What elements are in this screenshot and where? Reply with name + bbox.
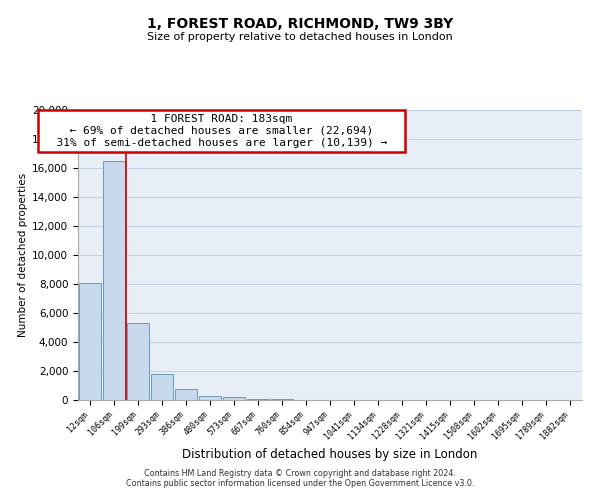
Text: 1 FOREST ROAD: 183sqm  
  ← 69% of detached houses are smaller (22,694)  
  31% : 1 FOREST ROAD: 183sqm ← 69% of detached … bbox=[43, 114, 401, 148]
Text: Contains HM Land Registry data © Crown copyright and database right 2024.: Contains HM Land Registry data © Crown c… bbox=[144, 468, 456, 477]
Bar bbox=[271, 398, 293, 400]
Bar bbox=[175, 389, 197, 400]
Text: 1, FOREST ROAD, RICHMOND, TW9 3BY: 1, FOREST ROAD, RICHMOND, TW9 3BY bbox=[147, 18, 453, 32]
Bar bbox=[247, 398, 269, 400]
Bar bbox=[103, 161, 125, 400]
X-axis label: Distribution of detached houses by size in London: Distribution of detached houses by size … bbox=[182, 448, 478, 461]
Text: Contains public sector information licensed under the Open Government Licence v3: Contains public sector information licen… bbox=[126, 478, 474, 488]
Bar bbox=[151, 374, 173, 400]
Bar bbox=[127, 323, 149, 400]
Bar bbox=[223, 398, 245, 400]
Y-axis label: Number of detached properties: Number of detached properties bbox=[18, 173, 28, 337]
Text: Size of property relative to detached houses in London: Size of property relative to detached ho… bbox=[147, 32, 453, 42]
Bar bbox=[79, 282, 101, 400]
Bar bbox=[199, 396, 221, 400]
